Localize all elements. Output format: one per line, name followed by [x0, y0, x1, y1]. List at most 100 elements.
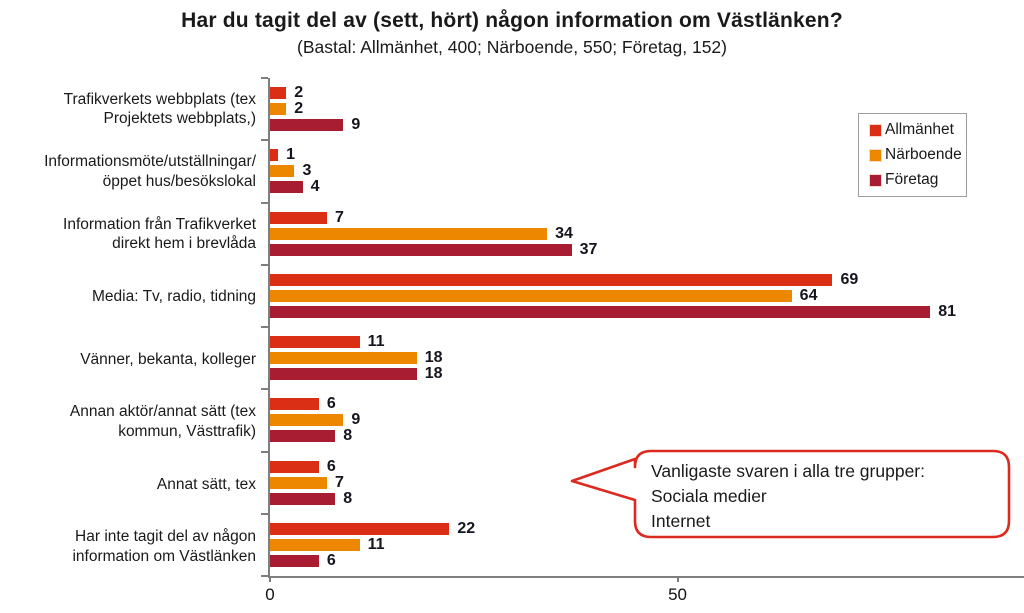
bar-row: 64 [270, 286, 1024, 304]
bar-row: 7 [270, 208, 1024, 226]
bar-row: 37 [270, 240, 1024, 258]
bar [270, 103, 287, 116]
bar [270, 305, 931, 318]
bar-value-label: 9 [351, 411, 361, 429]
bar-value-label: 2 [294, 84, 304, 102]
bar-row: 18 [270, 349, 1024, 367]
bar-value-label: 6 [326, 551, 336, 569]
bar-row: 9 [270, 411, 1024, 429]
bar-row: 11 [270, 333, 1024, 351]
bar [270, 211, 328, 224]
bar-value-label: 8 [343, 489, 353, 507]
legend-label: Närboende [885, 146, 962, 163]
category-label: Annan aktör/annat sätt (tex kommun, Väst… [69, 403, 256, 440]
bar [270, 243, 572, 256]
bar [270, 368, 417, 381]
bar-row: 69 [270, 270, 1024, 288]
legend-item: Allmänhet [870, 121, 966, 139]
bar [270, 414, 344, 427]
bar-value-label: 18 [424, 365, 443, 383]
bar-row: 6 [270, 395, 1024, 412]
legend: Allmänhet Närboende Företag [858, 113, 967, 197]
bar-value-label: 11 [367, 333, 385, 351]
bar-value-label: 2 [294, 100, 304, 118]
bar-row: 4 [270, 178, 1024, 195]
category-label: Har inte tagit del av någon information … [72, 528, 256, 565]
bar-value-label: 7 [335, 208, 344, 226]
callout-line: Vanligaste svaren i alla tre grupper: [651, 461, 925, 481]
bar [270, 181, 303, 194]
bar [270, 119, 344, 132]
bar-row: 6 [270, 458, 1024, 475]
legend-label: Allmänhet [885, 121, 954, 138]
category-label: Trafikverkets webbplats (tex Projektets … [63, 90, 256, 128]
bar [270, 476, 328, 489]
y-axis-tick [261, 512, 268, 515]
category-label: Informationsmöte/utställningar/ öppet hu… [44, 153, 256, 190]
legend-label: Företag [885, 171, 939, 188]
chart-title: Har du tagit del av (sett, hört) någon i… [181, 9, 843, 32]
bar [270, 165, 295, 178]
bar [270, 227, 548, 240]
bar-row: 3 [270, 162, 1024, 180]
legend-item: Företag [870, 171, 966, 189]
y-axis-tick [261, 326, 268, 328]
callout-text: Vanligaste svaren i alla tre grupper: So… [651, 459, 1001, 534]
bar [270, 554, 319, 567]
x-axis-tick [269, 576, 271, 582]
bar [270, 273, 833, 286]
y-axis-tick [261, 139, 268, 142]
bar-value-label: 3 [302, 162, 312, 180]
category-labels: Trafikverkets webbplats (tex Projektets … [0, 78, 256, 578]
x-axis-tick [676, 576, 679, 582]
bar-value-label: 69 [840, 270, 859, 288]
bar-row: 9 [270, 116, 1024, 134]
bar [270, 87, 287, 100]
bar-value-label: 9 [351, 116, 361, 134]
y-axis-tick [261, 575, 268, 577]
bar-value-label: 8 [343, 427, 353, 445]
bar-value-label: 11 [367, 535, 385, 553]
bar [270, 398, 319, 411]
bar-row: 18 [270, 365, 1024, 383]
bar-group: 22 11 6 [270, 514, 1024, 576]
bar-group: 69 64 81 [270, 265, 1024, 327]
bar-value-label: 81 [938, 302, 957, 320]
bar-value-label: 1 [286, 146, 296, 164]
bar-value-label: 37 [579, 240, 598, 258]
y-axis-tick [261, 263, 268, 266]
bar [270, 492, 336, 505]
bar-row: 2 [270, 100, 1024, 118]
y-axis-tick [261, 201, 268, 204]
bar-row: 6 [270, 551, 1024, 569]
bar-row: 1 [270, 146, 1024, 164]
bar-row: 8 [270, 489, 1024, 507]
bar-group: 7 34 37 [270, 203, 1024, 265]
bar [270, 336, 360, 349]
bar [270, 522, 450, 535]
category-label: Media: Tv, radio, tidning [92, 288, 256, 306]
bar-value-label: 64 [799, 286, 818, 304]
bar-group: 11 18 18 [270, 327, 1024, 389]
bar [270, 460, 319, 473]
chart-subtitle: (Bastal: Allmänhet, 400; Närboende, 550;… [297, 37, 727, 57]
bar-row: 7 [270, 473, 1024, 491]
bar [270, 289, 792, 302]
x-axis-tick-label: 50 [668, 585, 688, 604]
bar-row: 34 [270, 225, 1024, 242]
category-label: Information från Trafikverket direkt hem… [63, 215, 256, 253]
bar-value-label: 22 [457, 519, 476, 537]
bar-value-label: 7 [335, 473, 344, 491]
y-axis-tick [261, 450, 268, 453]
category-label: Annat sätt, tex [156, 475, 256, 493]
bar-row: 22 [270, 519, 1024, 537]
category-label: Vänner, bekanta, kolleger [80, 350, 256, 368]
bar [270, 430, 336, 443]
bar-row: 81 [270, 302, 1024, 320]
bar-value-label: 18 [424, 349, 443, 367]
x-axis-tick-label: 0 [265, 585, 275, 604]
